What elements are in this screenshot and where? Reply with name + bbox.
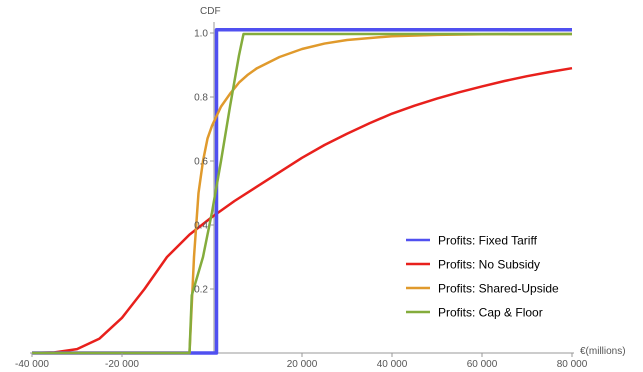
series-line-profits-no-subsidy (31, 66, 573, 355)
x-axis-label: €(millions) (580, 346, 626, 357)
y-tick-label: 0.6 (194, 157, 208, 168)
series-line-profits-shared-upside (32, 32, 573, 355)
x-tick-label: 80 000 (557, 359, 588, 370)
y-tick-label: 0.8 (194, 93, 208, 104)
legend: Profits: Fixed Tariff Profits: No Subsidy… (406, 234, 559, 320)
legend-label: Profits: Shared-Upside (438, 282, 559, 296)
x-tick-label: 60 000 (467, 359, 498, 370)
y-tick-label: 1.0 (194, 29, 208, 40)
x-tick-label: -20 000 (105, 359, 139, 370)
y-tick-label: 0.2 (194, 285, 208, 296)
x-tick-label: 20 000 (287, 359, 318, 370)
series-lines (31, 28, 573, 355)
y-tick-label: 0.4 (194, 221, 208, 232)
legend-label: Profits: No Subsidy (438, 258, 540, 272)
legend-label: Profits: Cap & Floor (438, 306, 543, 320)
axes (30, 22, 574, 354)
legend-label: Profits: Fixed Tariff (438, 234, 538, 248)
x-tick-label: 40 000 (377, 359, 408, 370)
y-axis-label: CDF (200, 6, 221, 17)
x-tick-label: -40 000 (15, 359, 49, 370)
tick-labels: -40 000 -20 000 20 000 40 000 60 000 80 000 0.… (15, 29, 588, 371)
series-line-profits-cap-floor (32, 32, 572, 355)
